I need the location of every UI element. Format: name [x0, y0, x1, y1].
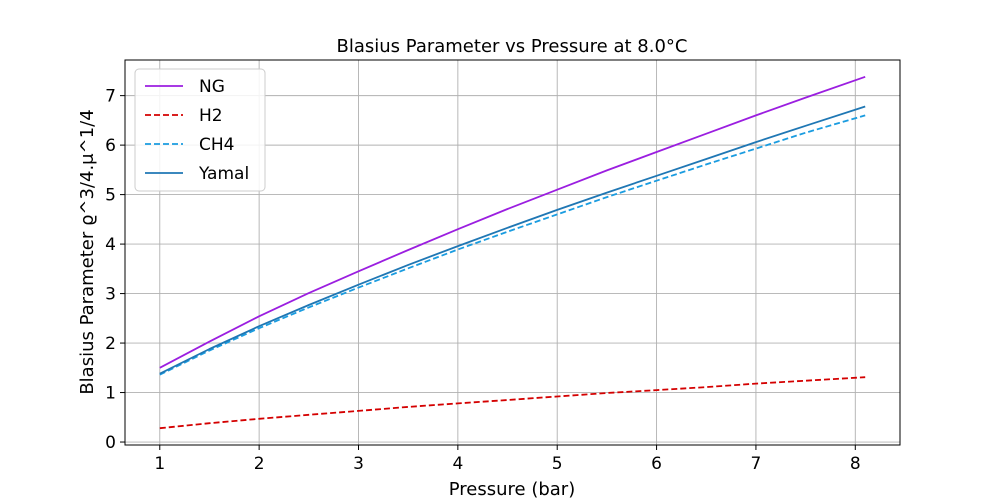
series-line-h2 — [159, 376, 866, 430]
legend-label-ch4: CH4 — [199, 135, 234, 155]
x-tick-label: 8 — [850, 454, 861, 474]
x-axis-label: Pressure (bar) — [449, 479, 575, 500]
series-layer — [159, 75, 866, 430]
x-tick-label: 4 — [452, 454, 463, 474]
series-line-ch4 — [159, 114, 866, 376]
y-axis-label: Blasius Parameter ϱ^3/4.μ^1/4 — [77, 109, 98, 394]
y-tick-label: 3 — [105, 285, 116, 305]
y-tick-label: 1 — [105, 384, 116, 404]
grid — [125, 60, 900, 445]
plot-frame — [124, 59, 901, 446]
x-tick-label: 2 — [254, 454, 265, 474]
y-tick-label: 2 — [105, 334, 116, 354]
legend-label-ng: NG — [199, 77, 225, 97]
y-tick-label: 7 — [105, 87, 116, 107]
legend-label-yamal: Yamal — [198, 164, 249, 184]
y-tick-label: 4 — [105, 235, 116, 255]
legend-label-h2: H2 — [199, 106, 223, 126]
x-tick-label: 5 — [552, 454, 563, 474]
series-line-ng — [159, 75, 866, 369]
y-tick-label: 0 — [105, 433, 116, 453]
x-tick-label: 3 — [353, 454, 364, 474]
y-tick-label: 6 — [105, 136, 116, 156]
series-line-yamal — [159, 105, 866, 375]
y-tick-label: 5 — [105, 186, 116, 206]
x-tick-label: 1 — [154, 454, 165, 474]
chart-title: Blasius Parameter vs Pressure at 8.0°C — [337, 36, 688, 57]
legend-frame — [134, 68, 266, 192]
legend: NG H2 CH4 Yamal — [134, 68, 266, 192]
ticks: 1 2 3 4 5 6 7 8 0 1 2 3 4 5 6 7 — [105, 87, 861, 474]
x-tick-label: 7 — [751, 454, 762, 474]
x-tick-label: 6 — [651, 454, 662, 474]
